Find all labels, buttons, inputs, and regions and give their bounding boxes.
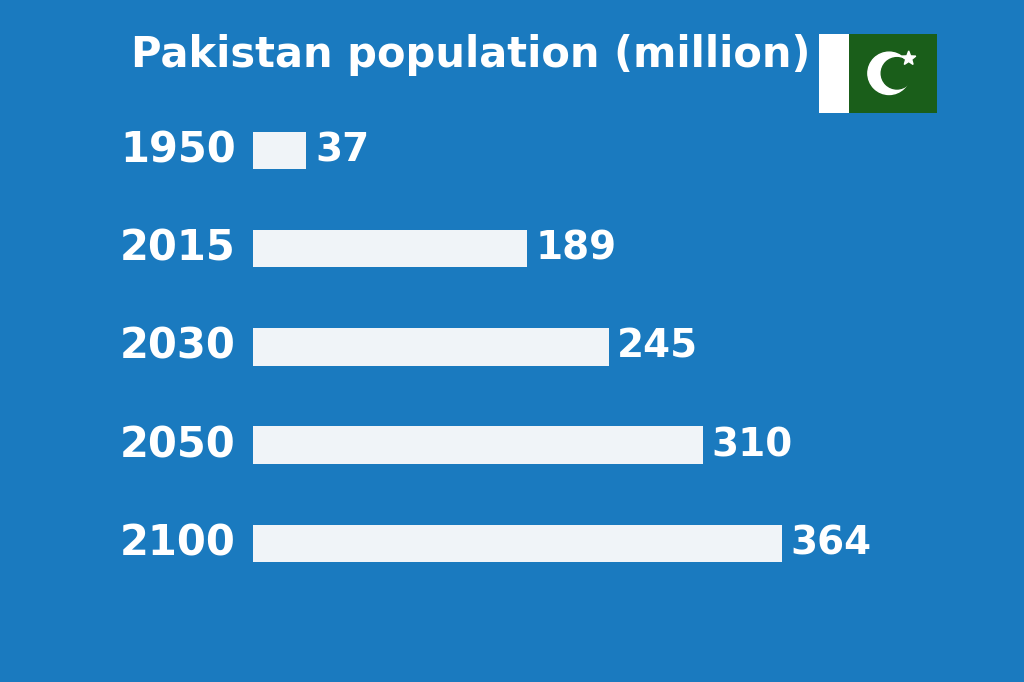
Text: 310: 310 bbox=[712, 426, 793, 464]
Text: 364: 364 bbox=[791, 524, 871, 562]
Text: 2100: 2100 bbox=[120, 522, 236, 564]
Text: 2050: 2050 bbox=[120, 424, 236, 466]
Text: 2030: 2030 bbox=[120, 326, 236, 368]
Text: 2015: 2015 bbox=[120, 228, 236, 269]
FancyBboxPatch shape bbox=[253, 132, 306, 169]
FancyBboxPatch shape bbox=[253, 426, 703, 464]
Circle shape bbox=[882, 57, 912, 89]
Bar bbox=[819, 34, 849, 113]
Circle shape bbox=[868, 52, 910, 95]
Polygon shape bbox=[901, 51, 915, 64]
FancyBboxPatch shape bbox=[253, 230, 527, 267]
Bar bbox=[849, 34, 937, 113]
FancyBboxPatch shape bbox=[253, 328, 609, 366]
Text: Pakistan population (million): Pakistan population (million) bbox=[131, 34, 811, 76]
FancyBboxPatch shape bbox=[253, 524, 781, 562]
Text: 189: 189 bbox=[536, 230, 617, 268]
Text: 245: 245 bbox=[617, 328, 698, 366]
Text: 37: 37 bbox=[315, 132, 370, 170]
Text: 1950: 1950 bbox=[120, 130, 236, 172]
